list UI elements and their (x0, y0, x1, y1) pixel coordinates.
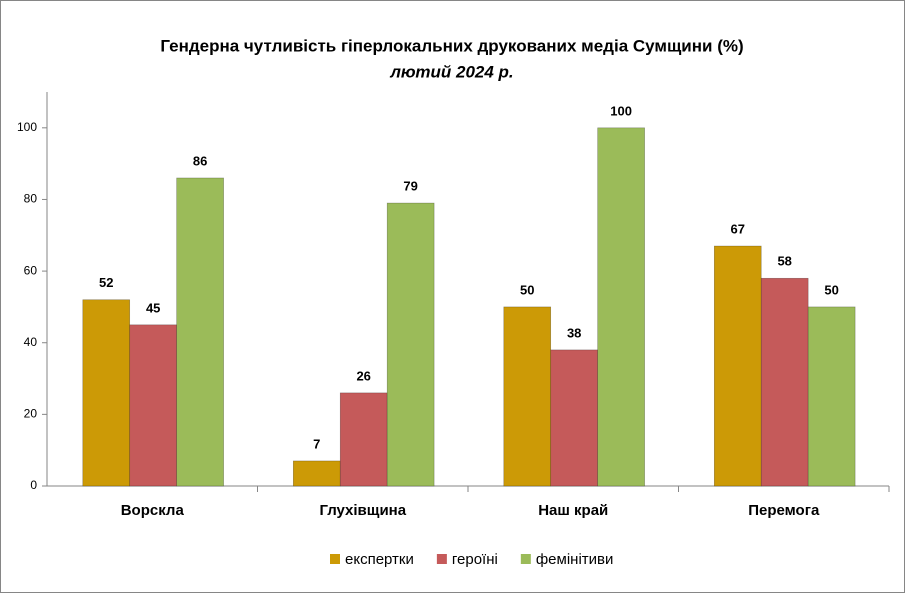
y-tick-label: 0 (30, 478, 37, 492)
x-tick-label: Перемога (748, 502, 820, 519)
chart-title: Гендерна чутливість гіперлокальних друко… (160, 36, 743, 55)
value-label: 26 (356, 368, 370, 383)
value-label: 45 (146, 300, 160, 315)
value-label: 7 (313, 436, 320, 451)
x-tick-label: Ворскла (121, 502, 185, 519)
y-tick-label: 40 (24, 335, 38, 349)
value-label: 50 (824, 282, 838, 297)
value-label: 52 (99, 275, 113, 290)
legend-label: експертки (345, 551, 414, 568)
y-tick-label: 100 (17, 120, 37, 134)
bar (807, 306, 856, 487)
bar (760, 277, 809, 487)
y-tick-label: 80 (24, 192, 38, 206)
bar (82, 299, 131, 487)
value-label: 38 (567, 325, 581, 340)
legend-swatch (330, 554, 340, 564)
chart-subtitle: лютий 2024 р. (389, 62, 513, 81)
value-label: 50 (520, 282, 534, 297)
value-label: 67 (731, 221, 745, 236)
legend-swatch (520, 554, 531, 564)
legend-label: героїні (452, 551, 498, 568)
y-tick-label: 60 (24, 263, 38, 277)
value-label: 100 (610, 103, 632, 118)
y-tick-label: 20 (24, 407, 38, 421)
value-label: 79 (403, 178, 417, 193)
bar (129, 324, 177, 487)
bar (713, 245, 762, 487)
bar (176, 177, 224, 487)
value-label: 58 (777, 254, 791, 269)
bar (339, 392, 388, 487)
legend-label: фемінітиви (536, 551, 614, 568)
x-tick-label: Глухівщина (319, 502, 406, 519)
x-tick-label: Наш край (538, 502, 608, 519)
bar (292, 460, 341, 487)
bar (386, 202, 435, 487)
bar (550, 349, 598, 487)
bar (503, 306, 552, 487)
legend-swatch (436, 554, 447, 564)
bar (597, 127, 645, 487)
value-label: 86 (193, 153, 207, 168)
